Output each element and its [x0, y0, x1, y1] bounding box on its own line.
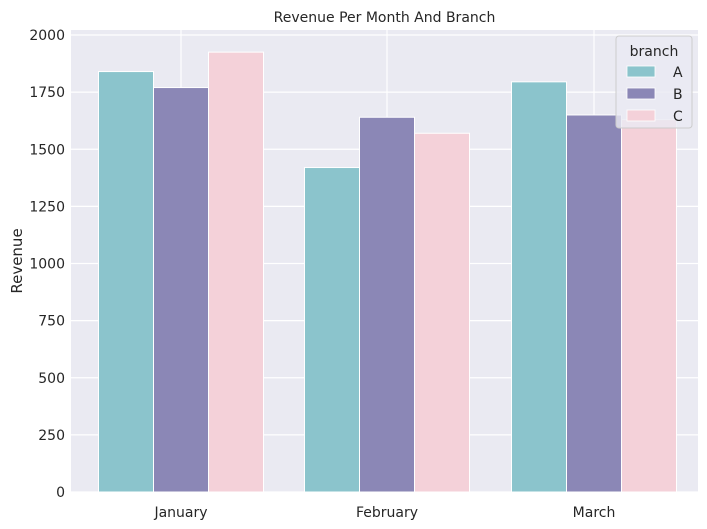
- bar-C-march: [621, 119, 677, 493]
- legend-item-c[interactable]: C: [626, 109, 683, 125]
- y-axis-ticks: 0 250 500 750 1000 1250 1500 1750 2000: [29, 28, 65, 501]
- legend-item-a[interactable]: A: [626, 65, 683, 81]
- y-tick-label: 1250: [29, 199, 65, 215]
- legend-swatch: [626, 109, 656, 122]
- y-tick-label: 1000: [29, 257, 65, 273]
- legend-item-b[interactable]: B: [626, 87, 683, 103]
- legend[interactable]: branch ABC: [615, 35, 693, 129]
- y-tick-label: 750: [38, 314, 65, 330]
- legend-label: C: [673, 109, 683, 125]
- chart-title: Revenue Per Month And Branch: [274, 10, 496, 26]
- y-tick-label: 2000: [29, 28, 65, 44]
- x-tick-label: March: [573, 505, 616, 521]
- legend-label: A: [673, 65, 683, 81]
- y-tick-label: 500: [38, 371, 65, 387]
- bar-A-january: [98, 71, 154, 493]
- x-tick-label: February: [356, 505, 418, 521]
- bars: [98, 51, 677, 493]
- bar-A-february: [304, 167, 360, 493]
- y-axis-label: Revenue: [8, 228, 26, 293]
- x-axis-ticks: January February March: [153, 505, 615, 521]
- x-tick-label: January: [153, 505, 207, 521]
- legend-swatch: [626, 87, 656, 100]
- legend-title: branch: [630, 44, 679, 60]
- y-tick-label: 250: [38, 428, 65, 444]
- bar-C-january: [208, 51, 264, 493]
- y-tick-label: 0: [56, 485, 65, 501]
- legend-label: B: [673, 87, 683, 103]
- bar-B-march: [566, 114, 622, 493]
- bar-C-february: [414, 132, 470, 493]
- legend-box: [615, 35, 693, 129]
- y-tick-label: 1750: [29, 85, 65, 101]
- y-tick-label: 1500: [29, 142, 65, 158]
- bar-B-january: [153, 87, 209, 493]
- legend-swatch: [626, 65, 656, 78]
- bar-A-march: [511, 81, 567, 493]
- bar-B-february: [359, 116, 415, 493]
